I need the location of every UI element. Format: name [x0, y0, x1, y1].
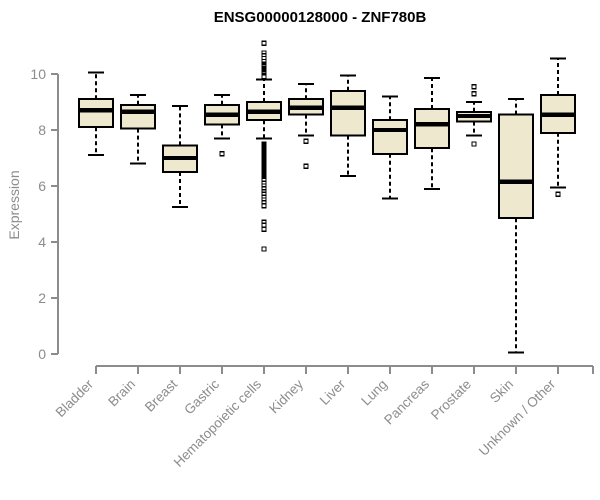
chart-title: ENSG00000128000 - ZNF780B	[213, 9, 427, 26]
median-line	[206, 112, 238, 117]
y-tick-label: 4	[38, 234, 46, 250]
outlier-point	[261, 222, 267, 228]
median-line	[332, 105, 364, 110]
outlier-point	[555, 191, 561, 198]
median-line	[542, 112, 574, 117]
x-tick-label: Bladder	[53, 376, 97, 420]
outlier-point	[471, 141, 477, 147]
box-bladder	[78, 98, 114, 129]
median-line	[122, 109, 154, 114]
x-tick-label: Prostate	[428, 377, 474, 423]
outlier-point	[471, 90, 477, 97]
outlier-point	[261, 226, 267, 233]
outlier-point	[261, 202, 267, 209]
median-line	[374, 127, 406, 133]
outlier-point	[303, 163, 309, 170]
x-tick-label: Skin	[487, 377, 516, 406]
median-line	[164, 155, 196, 161]
box-lung	[372, 119, 408, 155]
outlier-point	[261, 246, 267, 252]
x-tick-label: Breast	[142, 376, 180, 414]
outlier-point	[261, 74, 267, 80]
x-tick-label: Liver	[317, 376, 349, 408]
median-line	[416, 122, 448, 127]
median-line	[290, 105, 322, 110]
outlier-point	[303, 138, 309, 144]
box-liver	[330, 89, 366, 137]
x-tick-label: Unknown / Other	[476, 376, 559, 459]
box-brain	[120, 103, 156, 130]
outlier-point	[261, 40, 267, 46]
box-pancreas	[414, 108, 450, 150]
y-tick-label: 10	[30, 66, 46, 82]
x-tick-label: Gastric	[181, 376, 222, 417]
median-line	[80, 108, 112, 113]
x-tick-label: Kidney	[266, 376, 306, 416]
x-tick-label: Pancreas	[381, 376, 432, 427]
median-line	[500, 179, 532, 184]
box-skin	[498, 113, 534, 220]
x-tick-label: Brain	[105, 377, 138, 410]
y-tick-label: 0	[38, 346, 46, 362]
y-tick-label: 2	[38, 290, 46, 306]
y-tick-label: 8	[38, 122, 46, 138]
y-tick-label: 6	[38, 178, 46, 194]
x-tick-label: Lung	[358, 377, 390, 409]
median-line	[458, 113, 490, 119]
median-line	[248, 109, 280, 114]
outlier-point	[219, 151, 225, 157]
outlier-point	[471, 83, 477, 90]
